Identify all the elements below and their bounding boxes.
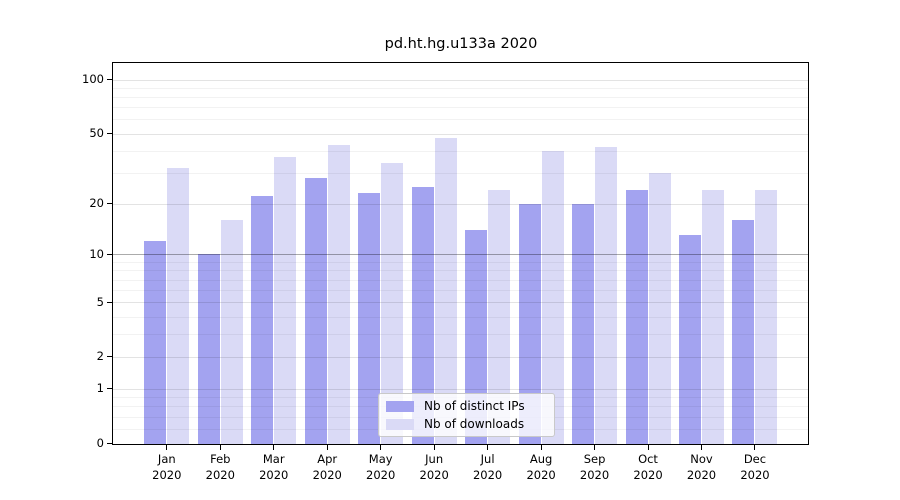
gridline-minor — [113, 316, 808, 318]
bar-downloads-dec — [755, 189, 778, 445]
bar-distinct-ips-dec — [732, 220, 755, 445]
gridline-minor — [113, 270, 808, 272]
legend-entry-distinct-ips: Nb of distinct IPs — [386, 399, 547, 414]
chart-title: pd.ht.hg.u133a 2020 — [384, 36, 538, 52]
gridline-minor — [113, 87, 808, 89]
gridline-minor — [113, 119, 808, 121]
legend-swatch-downloads — [386, 418, 414, 430]
bar-distinct-ips-mar — [251, 196, 274, 445]
x-tick-label: May 2020 — [366, 452, 396, 482]
y-tick-label: 10 — [89, 246, 104, 261]
x-tick-label: Jun 2020 — [419, 452, 449, 482]
x-tick-label: Jul 2020 — [472, 452, 503, 482]
bar-distinct-ips-apr — [304, 178, 327, 445]
x-tick-mark — [326, 445, 328, 450]
bar-distinct-ips-nov — [679, 235, 701, 445]
y-tick-mark — [107, 301, 112, 303]
y-tick-label: 50 — [89, 126, 104, 141]
x-tick-mark — [273, 445, 275, 450]
bar-downloads-sep — [595, 147, 618, 445]
y-tick-mark — [107, 443, 112, 444]
y-tick-mark — [107, 133, 112, 135]
gridline-minor — [113, 290, 808, 292]
bar-downloads-aug — [541, 150, 564, 445]
bar-distinct-ips-jan — [144, 241, 167, 445]
bar-distinct-ips-may — [358, 192, 381, 445]
x-tick-label: Mar 2020 — [259, 452, 289, 482]
x-tick-mark — [219, 445, 221, 450]
y-tick-label: 100 — [82, 72, 104, 87]
bar-distinct-ips-aug — [518, 203, 541, 445]
y-tick-mark — [107, 253, 112, 255]
x-tick-mark — [701, 445, 702, 450]
bar-downloads-mar — [274, 156, 297, 445]
y-tick-label: 2 — [96, 349, 104, 364]
gridline-minor — [113, 107, 808, 109]
bar-downloads-apr — [327, 145, 350, 445]
y-tick-label: 0 — [96, 436, 104, 450]
x-tick-mark — [647, 445, 649, 450]
gridline-major — [113, 133, 808, 135]
bar-distinct-ips-oct — [625, 189, 648, 445]
gridline-minor — [113, 262, 808, 263]
gridline-minor — [113, 97, 808, 99]
bar-distinct-ips-sep — [572, 203, 595, 445]
gridline-minor — [113, 334, 808, 336]
legend-label-downloads: Nb of downloads — [424, 416, 525, 431]
x-tick-label: Nov 2020 — [686, 452, 717, 482]
x-tick-label: Feb 2020 — [205, 452, 235, 482]
gridline-major — [113, 356, 808, 358]
x-tick-mark — [166, 445, 168, 450]
bar-distinct-ips-jul — [465, 230, 488, 445]
gridline-minor — [113, 150, 808, 152]
y-tick-mark — [107, 356, 112, 358]
gridline-major — [113, 203, 808, 205]
reference-line-10 — [113, 254, 808, 256]
bar-downloads-jun — [434, 138, 457, 445]
x-tick-mark — [754, 445, 756, 450]
x-tick-label: Dec 2020 — [740, 452, 770, 482]
gridline-minor — [113, 279, 808, 281]
bar-downloads-oct — [648, 172, 671, 445]
x-tick-label: Oct 2020 — [633, 452, 663, 482]
x-tick-mark — [433, 445, 435, 450]
x-tick-label: Jan 2020 — [152, 452, 182, 482]
x-tick-mark — [540, 445, 542, 450]
bar-distinct-ips-jun — [411, 186, 434, 445]
y-tick-label: 1 — [96, 381, 104, 396]
legend: Nb of distinct IPs Nb of downloads — [378, 393, 555, 437]
legend-swatch-distinct-ips — [386, 400, 414, 412]
x-tick-mark — [594, 445, 596, 450]
gridline-major — [113, 388, 808, 390]
bar-downloads-feb — [220, 220, 243, 445]
bar-downloads-jul — [488, 189, 511, 445]
y-tick-mark — [107, 388, 112, 390]
y-tick-label: 20 — [89, 196, 104, 211]
x-tick-label: Aug 2020 — [526, 452, 556, 482]
x-tick-label: Sep 2020 — [579, 452, 610, 482]
bar-downloads-nov — [702, 189, 724, 445]
y-tick-mark — [107, 79, 112, 81]
bar-distinct-ips-feb — [197, 254, 220, 445]
y-tick-label: 5 — [96, 294, 104, 309]
gridline-minor — [113, 172, 808, 174]
y-tick-mark — [107, 203, 112, 205]
x-tick-label: Apr 2020 — [312, 452, 342, 482]
legend-entry-downloads: Nb of downloads — [386, 417, 547, 432]
gridline-major — [113, 302, 808, 304]
gridline-major — [113, 79, 808, 81]
bar-downloads-may — [381, 163, 404, 445]
x-tick-mark — [380, 445, 382, 450]
legend-label-distinct-ips: Nb of distinct IPs — [424, 398, 525, 413]
x-tick-mark — [487, 445, 489, 450]
bar-downloads-jan — [167, 167, 190, 445]
